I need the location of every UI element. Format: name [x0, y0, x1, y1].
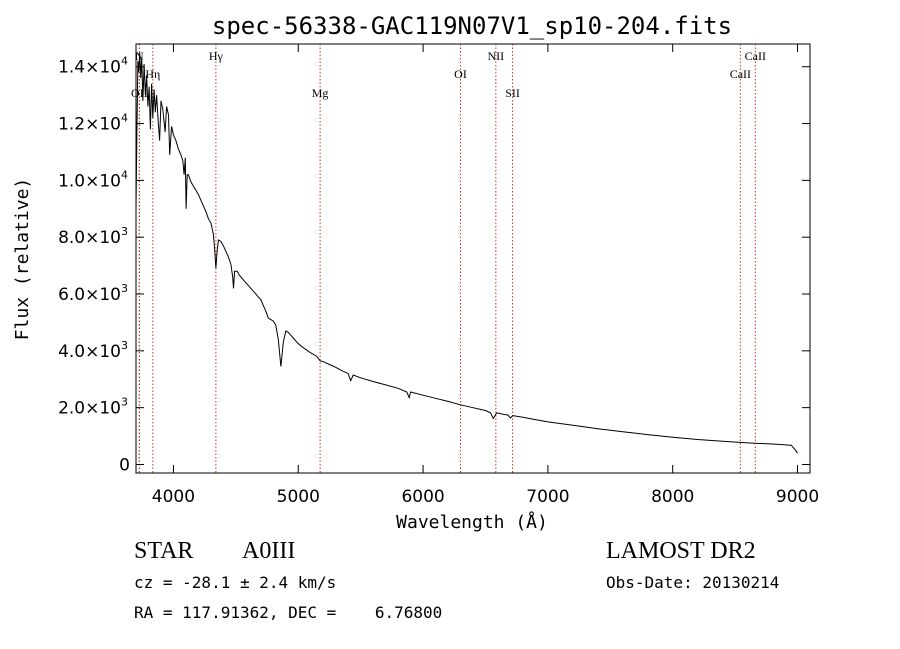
- x-axis-label: Wavelength (Å): [396, 511, 548, 533]
- y-tick-label: 0: [119, 455, 130, 475]
- observation-date: Obs-Date: 20130214: [606, 573, 780, 592]
- x-tick-label: 8000: [651, 487, 694, 507]
- x-tick-label: 5000: [277, 487, 320, 507]
- object-subclass: A0III: [242, 538, 296, 564]
- line-label: Hη: [145, 67, 160, 81]
- plot-frame: [135, 43, 811, 474]
- line-label: CaII: [745, 49, 766, 63]
- y-tick-exponent: 3: [121, 225, 128, 238]
- y-tick-label: 2.0×10: [58, 399, 121, 419]
- line-label: OI: [454, 67, 467, 81]
- y-tick-label: 8.0×10: [58, 228, 121, 248]
- y-tick-label: 1.0×10: [58, 171, 121, 191]
- line-label: Hγ: [209, 49, 224, 63]
- x-tick-label: 4000: [152, 487, 195, 507]
- y-tick-exponent: 4: [121, 112, 128, 125]
- x-tick-label: 6000: [401, 487, 444, 507]
- coordinates-readout: RA = 117.91362, DEC = 6.76800: [134, 603, 443, 622]
- chart-title: spec-56338-GAC119N07V1_sp10-204.fits: [212, 12, 732, 40]
- y-tick-label: 1.4×10: [58, 58, 121, 78]
- survey-name: LAMOST DR2: [606, 538, 756, 564]
- emission-line-markers: [138, 44, 756, 473]
- y-tick-exponent: 3: [121, 396, 128, 409]
- y-tick-label: 6.0×10: [58, 285, 121, 305]
- object-class: STAR: [134, 538, 194, 564]
- y-axis-label: Flux (relative): [12, 178, 33, 341]
- y-tick-exponent: 4: [121, 55, 128, 68]
- line-label: CaII: [730, 67, 751, 81]
- x-axis-ticks: 4000 5000 6000 7000 8000 9000: [152, 44, 819, 507]
- y-axis-ticks: 02.0×10 34.0×10 36.0×10 38.0×10 31.0×10 41.2×…: [58, 55, 810, 475]
- x-tick-label: 9000: [776, 487, 819, 507]
- spectrum-line: [135, 52, 798, 454]
- y-tick-exponent: 3: [121, 339, 128, 352]
- line-label: NII: [488, 49, 505, 63]
- y-tick-label: 1.2×10: [58, 115, 121, 135]
- line-label: SII: [505, 86, 520, 100]
- y-tick-exponent: 3: [121, 282, 128, 295]
- y-tick-exponent: 4: [121, 168, 128, 181]
- x-tick-label: 7000: [526, 487, 569, 507]
- line-label: Mg: [312, 86, 329, 100]
- y-tick-label: 4.0×10: [58, 342, 121, 362]
- redshift-readout: cz = -28.1 ± 2.4 km/s: [134, 573, 337, 592]
